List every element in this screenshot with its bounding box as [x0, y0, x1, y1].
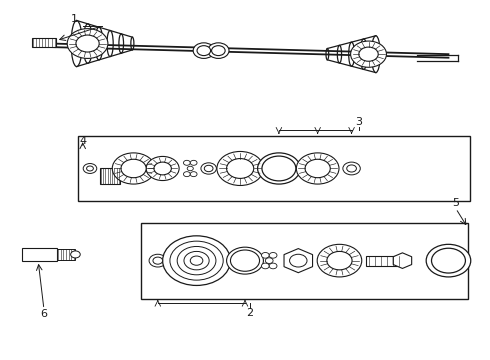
Circle shape — [296, 153, 339, 184]
Bar — [78, 136, 470, 201]
Circle shape — [262, 156, 296, 181]
Text: 5: 5 — [452, 198, 459, 208]
Circle shape — [226, 247, 264, 274]
Circle shape — [317, 244, 362, 277]
Circle shape — [67, 29, 108, 58]
Circle shape — [262, 252, 269, 258]
Circle shape — [269, 252, 277, 258]
Circle shape — [154, 162, 172, 175]
Bar — [22, 248, 57, 261]
Circle shape — [266, 258, 273, 264]
Circle shape — [190, 160, 197, 165]
Circle shape — [212, 46, 225, 55]
Bar — [366, 256, 402, 266]
Circle shape — [204, 165, 213, 172]
Circle shape — [153, 257, 163, 264]
Circle shape — [208, 43, 229, 58]
Circle shape — [183, 172, 190, 177]
Text: 3: 3 — [355, 117, 362, 127]
Circle shape — [149, 254, 167, 267]
Circle shape — [426, 244, 471, 277]
Circle shape — [343, 162, 360, 175]
Text: 2: 2 — [246, 307, 253, 318]
Circle shape — [193, 43, 215, 58]
Circle shape — [146, 157, 179, 180]
Text: 1: 1 — [71, 14, 78, 24]
Circle shape — [163, 236, 230, 285]
Polygon shape — [393, 253, 412, 269]
Circle shape — [121, 159, 146, 178]
Circle shape — [347, 165, 356, 172]
Circle shape — [359, 47, 378, 61]
Circle shape — [217, 152, 264, 185]
Circle shape — [351, 41, 387, 67]
Circle shape — [262, 263, 269, 269]
Circle shape — [187, 166, 194, 171]
Bar — [57, 249, 75, 260]
Circle shape — [432, 248, 466, 273]
Circle shape — [305, 159, 330, 178]
Bar — [99, 168, 120, 184]
Circle shape — [201, 163, 217, 174]
Circle shape — [190, 172, 197, 177]
Circle shape — [230, 250, 260, 271]
Bar — [32, 37, 56, 48]
Circle shape — [327, 251, 352, 270]
Circle shape — [83, 163, 97, 174]
Bar — [141, 222, 468, 299]
Circle shape — [290, 254, 307, 267]
Text: 4: 4 — [79, 136, 86, 146]
Circle shape — [112, 153, 155, 184]
Circle shape — [226, 158, 254, 179]
Circle shape — [197, 46, 211, 55]
Circle shape — [76, 35, 99, 52]
Circle shape — [258, 153, 300, 184]
Text: 6: 6 — [41, 309, 48, 319]
Circle shape — [183, 160, 190, 165]
Circle shape — [269, 263, 277, 269]
Polygon shape — [284, 249, 313, 273]
Circle shape — [87, 166, 94, 171]
Circle shape — [71, 251, 80, 258]
